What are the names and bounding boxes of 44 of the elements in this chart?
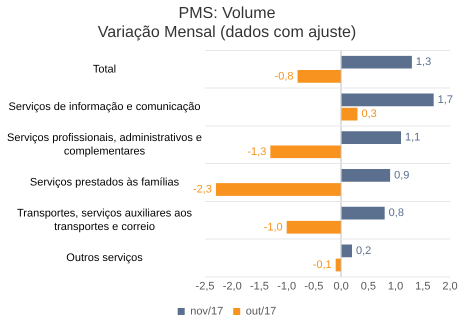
x-tick-label: 2,0 (442, 280, 458, 292)
bar (270, 145, 341, 158)
x-tick-label: -1,0 (277, 280, 296, 292)
data-label: -2,3 (192, 184, 212, 196)
x-tick-label: 0,5 (360, 280, 376, 292)
data-label: 0,9 (394, 169, 410, 182)
bar (342, 206, 385, 220)
data-label: -1,0 (264, 221, 283, 234)
bar (342, 56, 412, 69)
bar (286, 220, 341, 234)
x-tick-label: 0,0 (333, 280, 349, 292)
bar (336, 258, 341, 272)
data-label: -1,3 (247, 146, 266, 158)
legend-label: out/17 (246, 306, 276, 318)
data-label: 0,8 (388, 207, 404, 220)
x-tick-label: -2,0 (222, 280, 242, 292)
data-label: 0,3 (361, 108, 377, 120)
x-tick-label: 1,5 (415, 280, 430, 292)
data-label: 0,2 (356, 244, 372, 257)
data-label: 1,3 (416, 56, 432, 68)
legend-label: nov/17 (190, 306, 224, 318)
y-tick-label: Outros serviços (66, 252, 144, 264)
y-tick-label: Total (92, 63, 116, 76)
bar (342, 131, 402, 144)
bar (298, 70, 341, 83)
y-tick-label: Serviços prestados às famílias (30, 176, 180, 188)
bar (216, 183, 341, 196)
y-tick-label: Serviços profissionais, administrativos e complementares (6, 132, 202, 158)
bar (342, 244, 352, 258)
x-tick-label: -2,5 (196, 280, 215, 292)
y-tick-label: Serviços de informação e comunicação (8, 101, 200, 114)
data-label: 1,7 (438, 94, 453, 106)
chart-title: PMS: Volume (178, 5, 276, 22)
chart-subtitle: Variação Mensal (dados com ajuste) (98, 24, 356, 42)
y-tick-label: Transportes, serviços auxiliares aos transportes e correio (16, 208, 193, 233)
bar (342, 94, 434, 106)
data-label: 1,1 (405, 132, 420, 144)
data-label: -0,1 (312, 259, 332, 272)
bar (342, 108, 358, 120)
x-tick-label: -1,5 (250, 280, 269, 292)
x-tick-label: 1,0 (388, 280, 404, 292)
x-tick-label: -0,5 (304, 280, 324, 292)
data-label: -0,8 (274, 70, 294, 82)
bar (342, 169, 390, 182)
